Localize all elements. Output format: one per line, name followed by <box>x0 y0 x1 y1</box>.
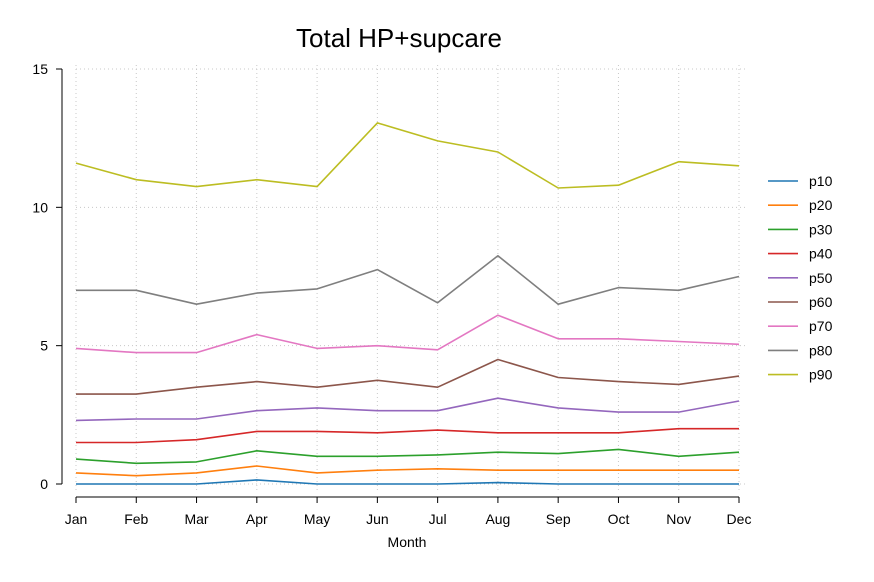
x-tick-label: Mar <box>184 511 208 527</box>
series-lines <box>75 122 740 485</box>
legend-label-p80: p80 <box>809 342 833 358</box>
chart-title: Total HP+supcare <box>296 23 502 53</box>
y-tick-label: 0 <box>40 476 48 492</box>
series-line-p60 <box>76 358 740 395</box>
legend-label-p50: p50 <box>809 270 833 286</box>
x-tick-label: Aug <box>485 511 510 527</box>
series-line-p70 <box>75 314 740 354</box>
x-tick-label: Jan <box>65 511 88 527</box>
x-tick-label: Nov <box>666 511 691 527</box>
y-tick-label: 10 <box>32 199 48 215</box>
legend-label-p90: p90 <box>809 367 833 383</box>
legend-label-p30: p30 <box>809 221 833 237</box>
series-line-p30 <box>75 448 740 465</box>
x-tick-label: Dec <box>727 511 752 527</box>
legend-label-p60: p60 <box>809 294 833 310</box>
x-axis-ticks: Jan Feb Mar Apr May Jun Jul Aug Sep Oct Nov Dec <box>65 497 752 527</box>
x-tick-label: May <box>304 511 330 527</box>
x-tick-label: Jul <box>429 511 447 527</box>
legend-label-p20: p20 <box>809 197 833 213</box>
legend-label-p40: p40 <box>809 246 833 262</box>
x-tick-label: Oct <box>608 511 630 527</box>
series-line-p20 <box>75 465 739 477</box>
series-line-p50 <box>75 397 740 422</box>
series-line-p10 <box>76 479 739 485</box>
x-tick-label: Sep <box>546 511 571 527</box>
axes <box>61 69 739 498</box>
x-tick-label: Jun <box>366 511 389 527</box>
x-tick-label: Feb <box>124 511 148 527</box>
y-tick-label: 15 <box>32 61 48 77</box>
legend-label-p70: p70 <box>809 318 833 334</box>
series-line-p40 <box>76 427 739 444</box>
y-axis-ticks: 0 5 10 15 <box>32 61 62 492</box>
legend-label-p10: p10 <box>809 173 833 189</box>
legend: p10 p20 p30 p40 p50 p60 p70 p80 p90 <box>768 173 833 383</box>
series-line-p80 <box>76 255 740 306</box>
series-line-p90 <box>75 122 740 189</box>
x-tick-label: Apr <box>246 511 268 527</box>
x-axis-label: Month <box>388 534 427 550</box>
y-tick-label: 5 <box>40 338 48 354</box>
grid <box>75 65 747 492</box>
